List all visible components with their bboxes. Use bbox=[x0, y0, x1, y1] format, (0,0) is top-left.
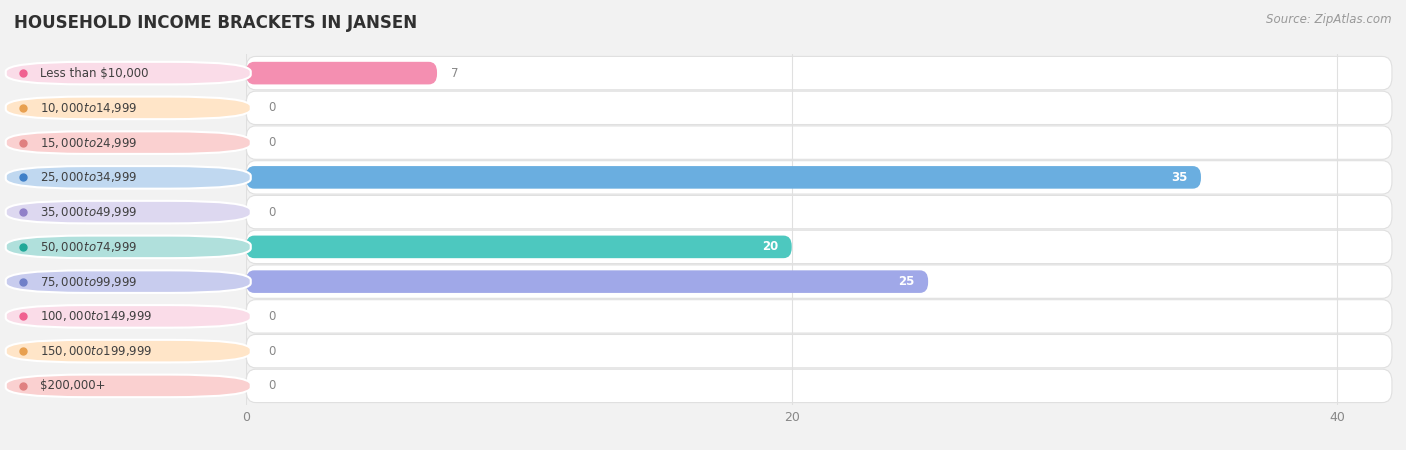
FancyBboxPatch shape bbox=[246, 300, 1392, 333]
Text: 35: 35 bbox=[1171, 171, 1187, 184]
FancyBboxPatch shape bbox=[246, 56, 1392, 90]
Text: 0: 0 bbox=[269, 136, 276, 149]
Text: $15,000 to $24,999: $15,000 to $24,999 bbox=[41, 135, 138, 149]
Text: $200,000+: $200,000+ bbox=[41, 379, 105, 392]
FancyBboxPatch shape bbox=[246, 230, 1392, 264]
Text: HOUSEHOLD INCOME BRACKETS IN JANSEN: HOUSEHOLD INCOME BRACKETS IN JANSEN bbox=[14, 14, 418, 32]
Text: $10,000 to $14,999: $10,000 to $14,999 bbox=[41, 101, 138, 115]
FancyBboxPatch shape bbox=[246, 166, 1201, 189]
Text: Less than $10,000: Less than $10,000 bbox=[41, 67, 149, 80]
Text: $100,000 to $149,999: $100,000 to $149,999 bbox=[41, 310, 153, 324]
FancyBboxPatch shape bbox=[246, 195, 1392, 229]
FancyBboxPatch shape bbox=[246, 334, 1392, 368]
Text: 25: 25 bbox=[898, 275, 914, 288]
FancyBboxPatch shape bbox=[6, 236, 250, 258]
Text: 7: 7 bbox=[451, 67, 458, 80]
FancyBboxPatch shape bbox=[6, 374, 250, 397]
FancyBboxPatch shape bbox=[6, 62, 250, 85]
Text: 20: 20 bbox=[762, 240, 778, 253]
Text: $75,000 to $99,999: $75,000 to $99,999 bbox=[41, 274, 138, 288]
FancyBboxPatch shape bbox=[6, 340, 250, 362]
FancyBboxPatch shape bbox=[6, 97, 250, 119]
Text: 0: 0 bbox=[269, 101, 276, 114]
FancyBboxPatch shape bbox=[6, 201, 250, 223]
Text: 0: 0 bbox=[269, 206, 276, 219]
FancyBboxPatch shape bbox=[6, 131, 250, 154]
FancyBboxPatch shape bbox=[6, 270, 250, 293]
Text: $50,000 to $74,999: $50,000 to $74,999 bbox=[41, 240, 138, 254]
Text: $150,000 to $199,999: $150,000 to $199,999 bbox=[41, 344, 153, 358]
FancyBboxPatch shape bbox=[6, 166, 250, 189]
FancyBboxPatch shape bbox=[246, 236, 792, 258]
Text: 0: 0 bbox=[269, 379, 276, 392]
Text: Source: ZipAtlas.com: Source: ZipAtlas.com bbox=[1267, 14, 1392, 27]
FancyBboxPatch shape bbox=[6, 305, 250, 328]
FancyBboxPatch shape bbox=[246, 265, 1392, 298]
FancyBboxPatch shape bbox=[246, 91, 1392, 125]
FancyBboxPatch shape bbox=[246, 161, 1392, 194]
Text: 0: 0 bbox=[269, 345, 276, 358]
Text: $35,000 to $49,999: $35,000 to $49,999 bbox=[41, 205, 138, 219]
FancyBboxPatch shape bbox=[246, 126, 1392, 159]
Text: 0: 0 bbox=[269, 310, 276, 323]
FancyBboxPatch shape bbox=[246, 62, 437, 85]
Text: $25,000 to $34,999: $25,000 to $34,999 bbox=[41, 171, 138, 184]
FancyBboxPatch shape bbox=[246, 369, 1392, 403]
FancyBboxPatch shape bbox=[246, 270, 928, 293]
